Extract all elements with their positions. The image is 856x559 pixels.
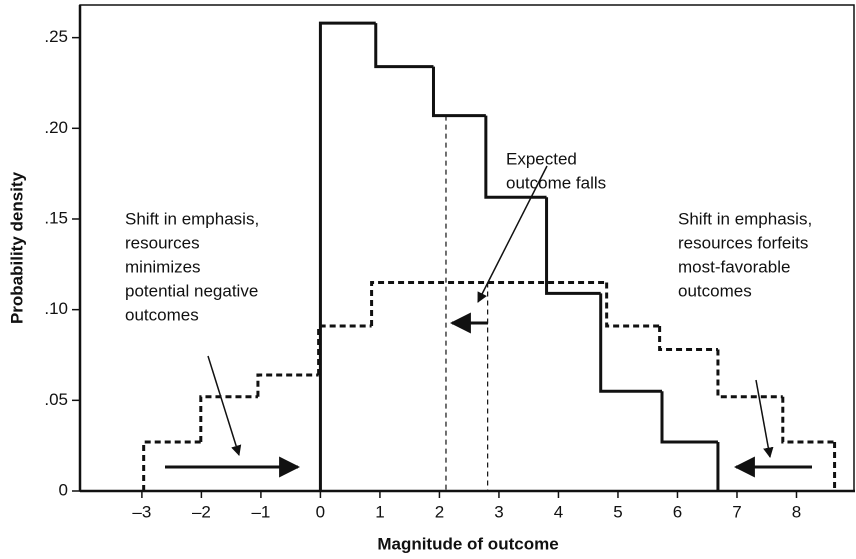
- histogram-step: [374, 23, 434, 69]
- histogram-step: [431, 66, 486, 118]
- annotation: potential negative: [125, 281, 258, 300]
- x-tick-label: 1: [375, 502, 384, 521]
- y-tick-label: .20: [44, 118, 68, 137]
- histogram-step: [370, 280, 607, 326]
- y-tick-label: .05: [44, 390, 68, 409]
- annotation: resources forfeits: [678, 233, 808, 252]
- arrows: [165, 165, 812, 478]
- annotation: Shift in emphasis,: [125, 209, 259, 228]
- histogram-step: [716, 349, 783, 399]
- histogram-step: [660, 391, 718, 444]
- arrow: [477, 165, 548, 303]
- histogram-step: [599, 293, 662, 393]
- x-tick-label: 5: [613, 502, 622, 521]
- annotation: resources: [125, 233, 200, 252]
- histogram-step: [781, 396, 835, 444]
- x-tick-label: –1: [251, 502, 270, 521]
- histogram-step: [256, 373, 319, 397]
- histogram-step: [545, 197, 601, 295]
- x-tick-label: 7: [732, 502, 741, 521]
- histogram-step: [318, 21, 376, 491]
- histogram-step: [317, 324, 372, 375]
- x-tick-label: –3: [132, 502, 151, 521]
- x-tick-label: 3: [494, 502, 503, 521]
- y-axis-label: Probability density: [7, 171, 26, 324]
- annotation: Expected: [506, 149, 577, 168]
- histogram-step: [199, 395, 258, 443]
- arrow: [207, 355, 242, 457]
- histogram-step: [658, 325, 718, 352]
- y-tick-label: .15: [44, 208, 68, 227]
- annotation: outcomes: [678, 281, 752, 300]
- x-tick-label: –2: [192, 502, 211, 521]
- annotation: most-favorable: [678, 257, 790, 276]
- histogram-step: [605, 282, 660, 328]
- arrow: [755, 379, 774, 459]
- y-tick-label: 0: [59, 480, 68, 499]
- annotation: outcome falls: [506, 173, 606, 192]
- annotation: outcomes: [125, 305, 199, 324]
- x-tick-label: 6: [673, 502, 682, 521]
- x-tick-label: 4: [554, 502, 563, 521]
- y-tick-label: .10: [44, 299, 68, 318]
- y-tick-label: .25: [44, 27, 68, 46]
- annotation: minimizes: [125, 257, 201, 276]
- x-tick-label: 8: [792, 502, 801, 521]
- x-axis-label: Magnitude of outcome: [377, 534, 558, 553]
- histogram-step: [484, 115, 547, 199]
- annotation: Shift in emphasis,: [678, 209, 812, 228]
- x-tick-label: 2: [435, 502, 444, 521]
- x-tick-label: 0: [316, 502, 325, 521]
